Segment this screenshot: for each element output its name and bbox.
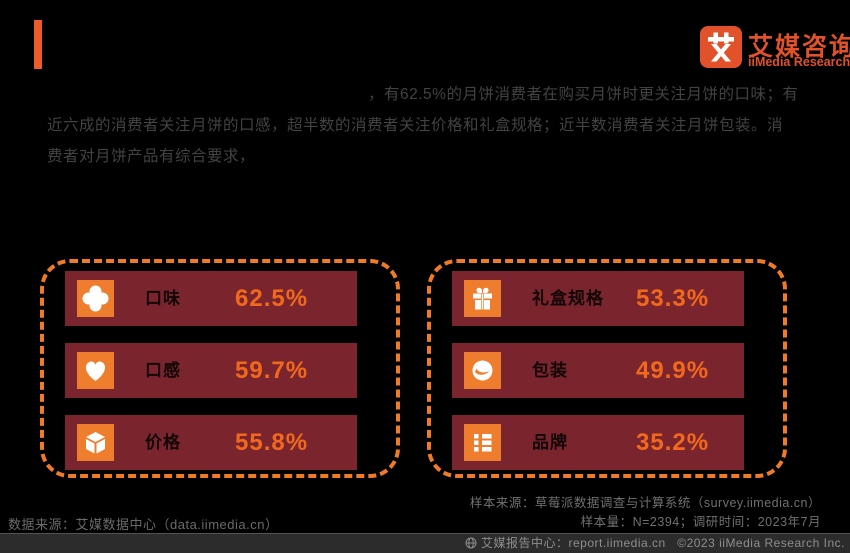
gift-icon [464, 280, 501, 317]
summary-line-3: 费者对月饼产品有综合要求， [47, 148, 256, 165]
title-accent-bar [34, 20, 42, 69]
bar-row-texture: 口感 59.7% [65, 343, 357, 398]
summary-line-2: 近六成的消费者关注月饼的口感，超半数的消费者关注价格和礼盒规格；近半数消费者关注… [47, 117, 784, 134]
bar-row-giftbox-spec: 礼盒规格 53.3% [452, 271, 744, 326]
bar-value: 35.2% [636, 429, 710, 456]
list-icon [464, 424, 501, 461]
bar-label: 口味 [145, 289, 181, 308]
bar-value: 53.3% [636, 285, 710, 312]
bar-value: 49.9% [636, 357, 710, 384]
chart-panel-right: 礼盒规格 53.3% 包装 49.9% 品牌 35.2% [427, 259, 787, 478]
copyright-text: ©2023 iiMedia Research Inc. [677, 536, 845, 550]
bar-row-brand: 品牌 35.2% [452, 415, 744, 470]
bar-value: 59.7% [235, 357, 309, 384]
footer-bar: 艾媒报告中心：report.iimedia.cn ©2023 iiMedia R… [0, 533, 850, 553]
bar-label: 口感 [145, 361, 181, 380]
report-center-text: 艾媒报告中心：report.iimedia.cn [481, 536, 666, 550]
sample-source-line: 样本来源：草莓派数据调查与计算系统（survey.iimedia.cn） [469, 496, 821, 510]
bar-value: 62.5% [235, 285, 309, 312]
data-source-note: 数据来源：艾媒数据中心（data.iimedia.cn） [8, 517, 279, 532]
footer-text: 艾媒报告中心：report.iimedia.cn ©2023 iiMedia R… [465, 534, 845, 553]
bar-label: 价格 [145, 433, 181, 452]
moon-circle-icon [464, 352, 501, 389]
chart-panel-left: 口味 62.5% 口感 59.7% 价格 55.8% [40, 259, 400, 478]
iimedia-logo: 艾媒咨询 iiMedia Research [700, 26, 850, 70]
bar-value: 55.8% [235, 429, 309, 456]
summary-paragraph: ，有62.5%的月饼消费者在购买月饼时更关注月饼的口味；有 近六成的消费者关注月… [47, 79, 815, 172]
brand-name-en: iiMedia Research [748, 55, 850, 69]
bar-row-taste: 口味 62.5% [65, 271, 357, 326]
globe-icon [465, 537, 477, 549]
summary-line-1: ，有62.5%的月饼消费者在购买月饼时更关注月饼的口味；有 [368, 86, 799, 103]
bar-label: 品牌 [532, 433, 568, 452]
sample-meta-line: 样本量：N=2394；调研时间：2023年7月 [580, 515, 821, 529]
heart-icon [77, 352, 114, 389]
brand-name-cn: 艾媒咨询 [748, 33, 850, 61]
iimedia-logo-icon [700, 26, 742, 68]
bar-label: 礼盒规格 [532, 289, 604, 308]
bar-row-price: 价格 55.8% [65, 415, 357, 470]
sample-source-note: 样本来源：草莓派数据调查与计算系统（survey.iimedia.cn） 样本量… [470, 494, 821, 532]
clover-icon [77, 280, 114, 317]
cube-icon [77, 424, 114, 461]
bar-label: 包装 [532, 361, 568, 380]
bar-row-packaging: 包装 49.9% [452, 343, 744, 398]
